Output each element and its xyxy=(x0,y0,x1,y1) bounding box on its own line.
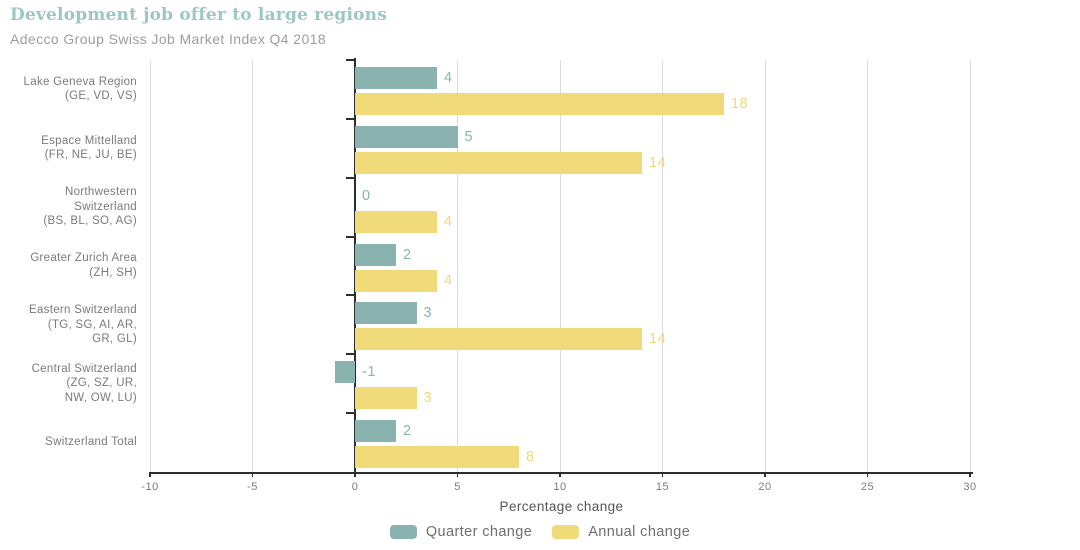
x-tick-label: 15 xyxy=(655,481,670,493)
annual-change-value-label: 4 xyxy=(444,272,453,289)
category-label-line: NW, OW, LU) xyxy=(64,391,137,404)
gridline xyxy=(252,60,253,472)
gridline xyxy=(457,60,458,472)
quarter-change-value-label: 2 xyxy=(403,246,412,263)
quarter-change-value-label: 3 xyxy=(423,305,433,322)
x-tick-label: 25 xyxy=(860,481,875,493)
annual-change-value-label: 4 xyxy=(444,213,453,230)
category-label-line: (FR, NE, JU, BE) xyxy=(44,149,137,162)
annual-change-bar xyxy=(355,387,417,410)
x-tick-label: 10 xyxy=(553,481,567,493)
legend-label-quarter: Quarter change xyxy=(425,524,533,540)
category-label-line: Switzerland Total xyxy=(45,436,137,449)
legend-item-annual-change: Annual change xyxy=(552,524,690,540)
annual-change-bar xyxy=(355,210,437,233)
category-label-line: GR, GL) xyxy=(92,333,137,346)
y-axis-tick xyxy=(346,176,354,179)
annual-change-value-label: 14 xyxy=(649,331,667,348)
category-label-line: Espace Mittelland xyxy=(41,134,137,147)
y-axis-tick xyxy=(346,235,354,238)
annual-change-value-label: 8 xyxy=(526,449,535,466)
x-axis-tick xyxy=(559,472,561,477)
legend-item-quarter-change: Quarter change xyxy=(389,524,533,540)
quarter-change-value-label: 4 xyxy=(444,70,453,86)
chart-title: Development job offer to large regions xyxy=(10,5,387,25)
gridline xyxy=(764,60,766,472)
x-axis-tick xyxy=(456,472,459,477)
x-axis-line xyxy=(150,472,973,474)
category-label: Central Switzerland (ZG, SZ, UR, NW, OW, L… xyxy=(0,354,137,413)
chart-subtitle: Adecco Group Swiss Job Market Index Q4 2… xyxy=(10,31,327,47)
x-axis-tick xyxy=(661,472,664,477)
gridline xyxy=(867,60,868,472)
annual-change-bar xyxy=(355,446,519,469)
x-axis-tick xyxy=(764,472,766,477)
x-axis-tick xyxy=(969,472,971,477)
x-axis-tick xyxy=(251,472,254,477)
legend-label-annual: Annual change xyxy=(588,524,691,540)
x-tick-label: 0 xyxy=(351,481,359,493)
category-label-line: Eastern Switzerland xyxy=(29,304,137,317)
annual-change-bar xyxy=(355,151,642,174)
quarter-change-bar xyxy=(355,67,437,89)
quarter-change-swatch-icon xyxy=(389,525,417,539)
annual-change-value-label: 18 xyxy=(731,96,749,112)
x-axis-tick xyxy=(354,472,356,477)
quarter-change-bar xyxy=(355,125,458,148)
annual-change-bar xyxy=(355,93,724,115)
x-axis-tick xyxy=(149,472,151,477)
category-label: Northwestern Switzerland (BS, BL, SO, AG) xyxy=(0,178,137,237)
x-tick-label: 5 xyxy=(454,481,461,493)
x-tick-label: -10 xyxy=(141,481,159,493)
category-label-line: Central Switzerland xyxy=(31,362,137,375)
quarter-change-value-label: 5 xyxy=(464,128,474,145)
quarter-change-value-label: 2 xyxy=(403,423,412,440)
quarter-change-bar xyxy=(334,361,355,384)
category-label: Greater Zurich Area (ZH, SH) xyxy=(0,237,137,296)
gridline xyxy=(969,60,971,472)
y-axis-tick xyxy=(346,59,354,61)
x-tick-label: 20 xyxy=(758,481,772,493)
annual-change-swatch-icon xyxy=(552,525,580,539)
x-tick-label: -5 xyxy=(247,481,258,493)
y-axis-tick xyxy=(346,294,354,297)
category-label-line: Greater Zurich Area xyxy=(30,252,137,265)
quarter-change-value-label: -1 xyxy=(362,364,376,381)
category-label-line: (BS, BL, SO, AG) xyxy=(43,215,137,228)
x-axis-title: Percentage change xyxy=(499,499,624,514)
annual-change-bar xyxy=(355,328,642,351)
quarter-change-bar xyxy=(355,302,417,325)
gridline xyxy=(149,60,151,472)
annual-change-value-label: 14 xyxy=(649,154,667,171)
chart-legend: Quarter change Annual change xyxy=(0,524,1080,540)
x-axis-tick xyxy=(866,472,869,477)
category-label-line: (TG, SG, AI, AR, xyxy=(47,318,137,331)
annual-change-bar xyxy=(355,269,437,292)
category-label: Espace Mittelland (FR, NE, JU, BE) xyxy=(0,119,137,178)
quarter-change-bar xyxy=(355,243,396,266)
category-label-line: Lake Geneva Region xyxy=(23,75,137,88)
category-label: Switzerland Total xyxy=(0,413,137,472)
x-tick-label: 30 xyxy=(963,481,977,493)
category-label-line: Northwestern Switzerland xyxy=(65,186,137,213)
category-label: Eastern Switzerland (TG, SG, AI, AR, GR, G… xyxy=(0,295,137,354)
gridline xyxy=(559,60,561,472)
y-axis-tick xyxy=(346,117,354,120)
y-axis-tick xyxy=(346,412,354,415)
quarter-change-bar xyxy=(355,420,396,443)
category-label-line: (ZH, SH) xyxy=(89,266,137,279)
category-label-line: (ZG, SZ, UR, xyxy=(66,377,137,390)
category-label: Lake Geneva Region (GE, VD, VS) xyxy=(0,60,137,119)
annual-change-value-label: 3 xyxy=(423,390,433,407)
y-axis-tick xyxy=(346,353,354,356)
quarter-change-value-label: 0 xyxy=(362,187,371,204)
category-label-line: (GE, VD, VS) xyxy=(65,90,137,103)
gridline xyxy=(662,60,663,472)
